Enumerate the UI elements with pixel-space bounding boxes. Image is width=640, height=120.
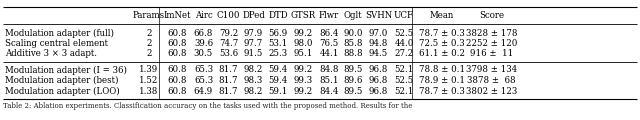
Text: 89.5: 89.5 <box>343 87 363 96</box>
Text: 39.6: 39.6 <box>194 39 213 48</box>
Text: 94.8: 94.8 <box>369 39 388 48</box>
Text: 60.8: 60.8 <box>167 39 187 48</box>
Text: Scaling central element: Scaling central element <box>5 39 108 48</box>
Text: 98.2: 98.2 <box>244 87 263 96</box>
Text: 2: 2 <box>147 29 152 37</box>
Text: 85.1: 85.1 <box>319 76 339 85</box>
Text: 85.8: 85.8 <box>343 39 363 48</box>
Text: 60.8: 60.8 <box>167 49 187 59</box>
Text: 53.1: 53.1 <box>268 39 287 48</box>
Text: 76.5: 76.5 <box>319 39 339 48</box>
Text: Modulation adapter (I = 36): Modulation adapter (I = 36) <box>5 65 127 75</box>
Text: 2252 ± 120: 2252 ± 120 <box>466 39 517 48</box>
Text: 94.5: 94.5 <box>369 49 388 59</box>
Text: Modulation adapter (best): Modulation adapter (best) <box>5 76 118 85</box>
Text: Oglt: Oglt <box>344 11 362 20</box>
Text: Params: Params <box>133 11 165 20</box>
Text: 78.7 ± 0.3: 78.7 ± 0.3 <box>419 29 465 37</box>
Text: 81.7: 81.7 <box>219 76 238 85</box>
Text: 3802 ± 123: 3802 ± 123 <box>466 87 517 96</box>
Text: 1.52: 1.52 <box>140 76 159 85</box>
Text: GTSR: GTSR <box>291 11 316 20</box>
Text: 52.1: 52.1 <box>394 66 413 75</box>
Text: Additive 3 × 3 adapt.: Additive 3 × 3 adapt. <box>5 49 97 59</box>
Text: 78.7 ± 0.3: 78.7 ± 0.3 <box>419 87 465 96</box>
Text: 99.2: 99.2 <box>294 87 313 96</box>
Text: 99.2: 99.2 <box>294 29 313 37</box>
Text: 84.8: 84.8 <box>319 66 339 75</box>
Text: DPed: DPed <box>242 11 265 20</box>
Text: Airc: Airc <box>195 11 212 20</box>
Text: 91.5: 91.5 <box>244 49 263 59</box>
Text: 64.9: 64.9 <box>194 87 213 96</box>
Text: Modulation adapter (LOO): Modulation adapter (LOO) <box>5 86 120 96</box>
Text: 53.6: 53.6 <box>219 49 238 59</box>
Text: 52.5: 52.5 <box>394 76 413 85</box>
Text: 97.0: 97.0 <box>369 29 388 37</box>
Text: 78.9 ± 0.1: 78.9 ± 0.1 <box>419 76 465 85</box>
Text: SVHN: SVHN <box>365 11 392 20</box>
Text: Mean: Mean <box>430 11 454 20</box>
Text: 96.8: 96.8 <box>369 66 388 75</box>
Text: 86.4: 86.4 <box>319 29 339 37</box>
Text: 1.39: 1.39 <box>140 66 159 75</box>
Text: 59.4: 59.4 <box>268 66 287 75</box>
Text: 90.0: 90.0 <box>343 29 363 37</box>
Text: 72.5 ± 0.3: 72.5 ± 0.3 <box>419 39 465 48</box>
Text: 97.7: 97.7 <box>244 39 263 48</box>
Text: 96.8: 96.8 <box>369 76 388 85</box>
Text: 99.2: 99.2 <box>294 66 313 75</box>
Text: 89.6: 89.6 <box>343 76 363 85</box>
Text: 98.0: 98.0 <box>294 39 313 48</box>
Text: 89.5: 89.5 <box>343 66 363 75</box>
Text: 3798 ± 134: 3798 ± 134 <box>466 66 517 75</box>
Text: 79.2: 79.2 <box>219 29 238 37</box>
Text: 44.0: 44.0 <box>394 39 413 48</box>
Text: 30.5: 30.5 <box>194 49 213 59</box>
Text: 95.1: 95.1 <box>294 49 313 59</box>
Text: 25.3: 25.3 <box>268 49 287 59</box>
Text: 59.1: 59.1 <box>268 87 288 96</box>
Text: 52.5: 52.5 <box>394 29 413 37</box>
Text: 97.9: 97.9 <box>244 29 263 37</box>
Text: 66.8: 66.8 <box>194 29 213 37</box>
Text: 60.8: 60.8 <box>167 29 187 37</box>
Text: 65.3: 65.3 <box>194 66 213 75</box>
Text: 60.8: 60.8 <box>167 76 187 85</box>
Text: 88.8: 88.8 <box>343 49 363 59</box>
Text: 3878 ±  68: 3878 ± 68 <box>467 76 516 85</box>
Text: ImNet: ImNet <box>163 11 191 20</box>
Text: 74.7: 74.7 <box>219 39 238 48</box>
Text: 60.8: 60.8 <box>167 66 187 75</box>
Text: 61.1 ± 0.2: 61.1 ± 0.2 <box>419 49 465 59</box>
Text: UCF: UCF <box>394 11 414 20</box>
Text: 99.3: 99.3 <box>294 76 313 85</box>
Text: Modulation adapter (full): Modulation adapter (full) <box>5 28 114 38</box>
Text: 98.3: 98.3 <box>244 76 263 85</box>
Text: 96.8: 96.8 <box>369 87 388 96</box>
Text: Score: Score <box>479 11 504 20</box>
Text: 52.1: 52.1 <box>394 87 413 96</box>
Text: 916 ±  11: 916 ± 11 <box>470 49 513 59</box>
Text: 27.2: 27.2 <box>394 49 413 59</box>
Text: 56.9: 56.9 <box>268 29 287 37</box>
Text: 65.3: 65.3 <box>194 76 213 85</box>
Text: 44.1: 44.1 <box>319 49 339 59</box>
Text: DTD: DTD <box>268 11 288 20</box>
Text: Flwr: Flwr <box>319 11 339 20</box>
Text: 81.7: 81.7 <box>219 66 238 75</box>
Text: 2: 2 <box>147 39 152 48</box>
Text: 1.38: 1.38 <box>140 87 159 96</box>
Text: Table 2: Ablation experiments. Classification accuracy on the tasks used with th: Table 2: Ablation experiments. Classific… <box>3 102 412 109</box>
Text: 60.8: 60.8 <box>167 87 187 96</box>
Text: 81.7: 81.7 <box>219 87 238 96</box>
Text: 78.8 ± 0.1: 78.8 ± 0.1 <box>419 66 465 75</box>
Text: 98.2: 98.2 <box>244 66 263 75</box>
Text: 2: 2 <box>147 49 152 59</box>
Text: C100: C100 <box>217 11 240 20</box>
Text: 59.4: 59.4 <box>268 76 287 85</box>
Text: 3828 ± 178: 3828 ± 178 <box>466 29 517 37</box>
Text: 84.4: 84.4 <box>319 87 339 96</box>
